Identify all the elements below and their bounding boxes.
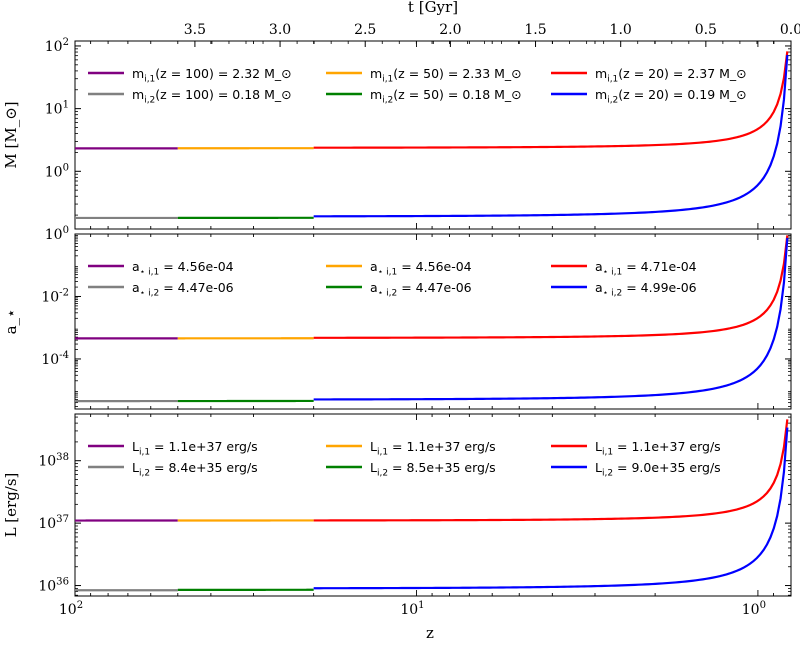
series-line — [313, 54, 789, 218]
y-tick-label: 10-2​ — [41, 288, 69, 306]
y-tick-label: 1036​ — [38, 577, 69, 595]
legend-entry: a⋆ i,2​ = 4.47e-06 — [132, 280, 234, 299]
y-axis-title: a_⋆ — [2, 309, 20, 335]
y-axis-title: L [erg/s] — [2, 473, 20, 538]
plot-frame-luminosity — [74, 413, 792, 597]
legend-entry: mi,2​(z = 20) = 0.19 M_⊙ — [595, 87, 747, 106]
legend-entry: mi,2​(z = 50) = 0.18 M_⊙ — [370, 87, 522, 106]
top-tick-label: 1.5 — [524, 22, 546, 38]
y-tick-label: 1038​ — [38, 452, 69, 470]
legend-entry: Li,2​ = 8.5e+35 erg/s — [370, 460, 496, 479]
series-line — [313, 427, 789, 590]
y-axis-title: M [M_⊙] — [2, 101, 20, 168]
plot-frame-spin — [74, 233, 792, 410]
series-line — [313, 419, 789, 522]
series-line — [313, 237, 789, 401]
legend-entry: Li,1​ = 1.1e+37 erg/s — [370, 439, 496, 458]
top-tick-label: 2.0 — [439, 22, 461, 38]
y-tick-label: 101​ — [45, 100, 69, 118]
top-tick-label: 2.5 — [354, 22, 376, 38]
x-axis-title: z — [426, 624, 434, 642]
legend-entry: mi,1​(z = 50) = 2.33 M_⊙ — [370, 66, 522, 85]
legend-entry: mi,1​(z = 20) = 2.37 M_⊙ — [595, 66, 747, 85]
top-tick-label: 0.5 — [695, 22, 717, 38]
y-tick-label: 100​ — [45, 162, 69, 180]
legend-entry: a⋆ i,1​ = 4.56e-04 — [132, 259, 234, 278]
series-line — [313, 51, 789, 149]
legend-entry: a⋆ i,2​ = 4.47e-06 — [370, 280, 472, 299]
legend-entry: Li,1​ = 1.1e+37 erg/s — [595, 439, 721, 458]
legend-entry: a⋆ i,2​ = 4.99e-06 — [595, 280, 697, 299]
x-tick-label: 101​ — [400, 600, 424, 618]
top-tick-label: 0.0 — [780, 22, 800, 38]
legend-entry: Li,2​ = 8.4e+35 erg/s — [132, 460, 258, 479]
y-tick-label: 10-4​ — [41, 350, 69, 368]
top-tick-label: 3.0 — [269, 22, 291, 38]
x-tick-label: 102​ — [59, 600, 83, 618]
x-tick-label: 100​ — [742, 600, 766, 618]
y-tick-label: 1037​ — [38, 514, 69, 532]
top-tick-label: 3.5 — [184, 22, 206, 38]
top-tick-label: 1.0 — [610, 22, 632, 38]
legend-entry: mi,1​(z = 100) = 2.32 M_⊙ — [132, 66, 292, 85]
top-axis-title: t [Gyr] — [408, 0, 458, 16]
legend-entry: Li,1​ = 1.1e+37 erg/s — [132, 439, 258, 458]
legend-entry: mi,2​(z = 100) = 0.18 M_⊙ — [132, 87, 292, 106]
series-line — [313, 235, 789, 339]
y-tick-label: 100​ — [45, 225, 69, 243]
legend-entry: Li,2​ = 9.0e+35 erg/s — [595, 460, 721, 479]
legend-entry: a⋆ i,1​ = 4.71e-04 — [595, 259, 697, 278]
y-tick-label: 102​ — [45, 37, 69, 55]
legend-entry: a⋆ i,1​ = 4.56e-04 — [370, 259, 472, 278]
